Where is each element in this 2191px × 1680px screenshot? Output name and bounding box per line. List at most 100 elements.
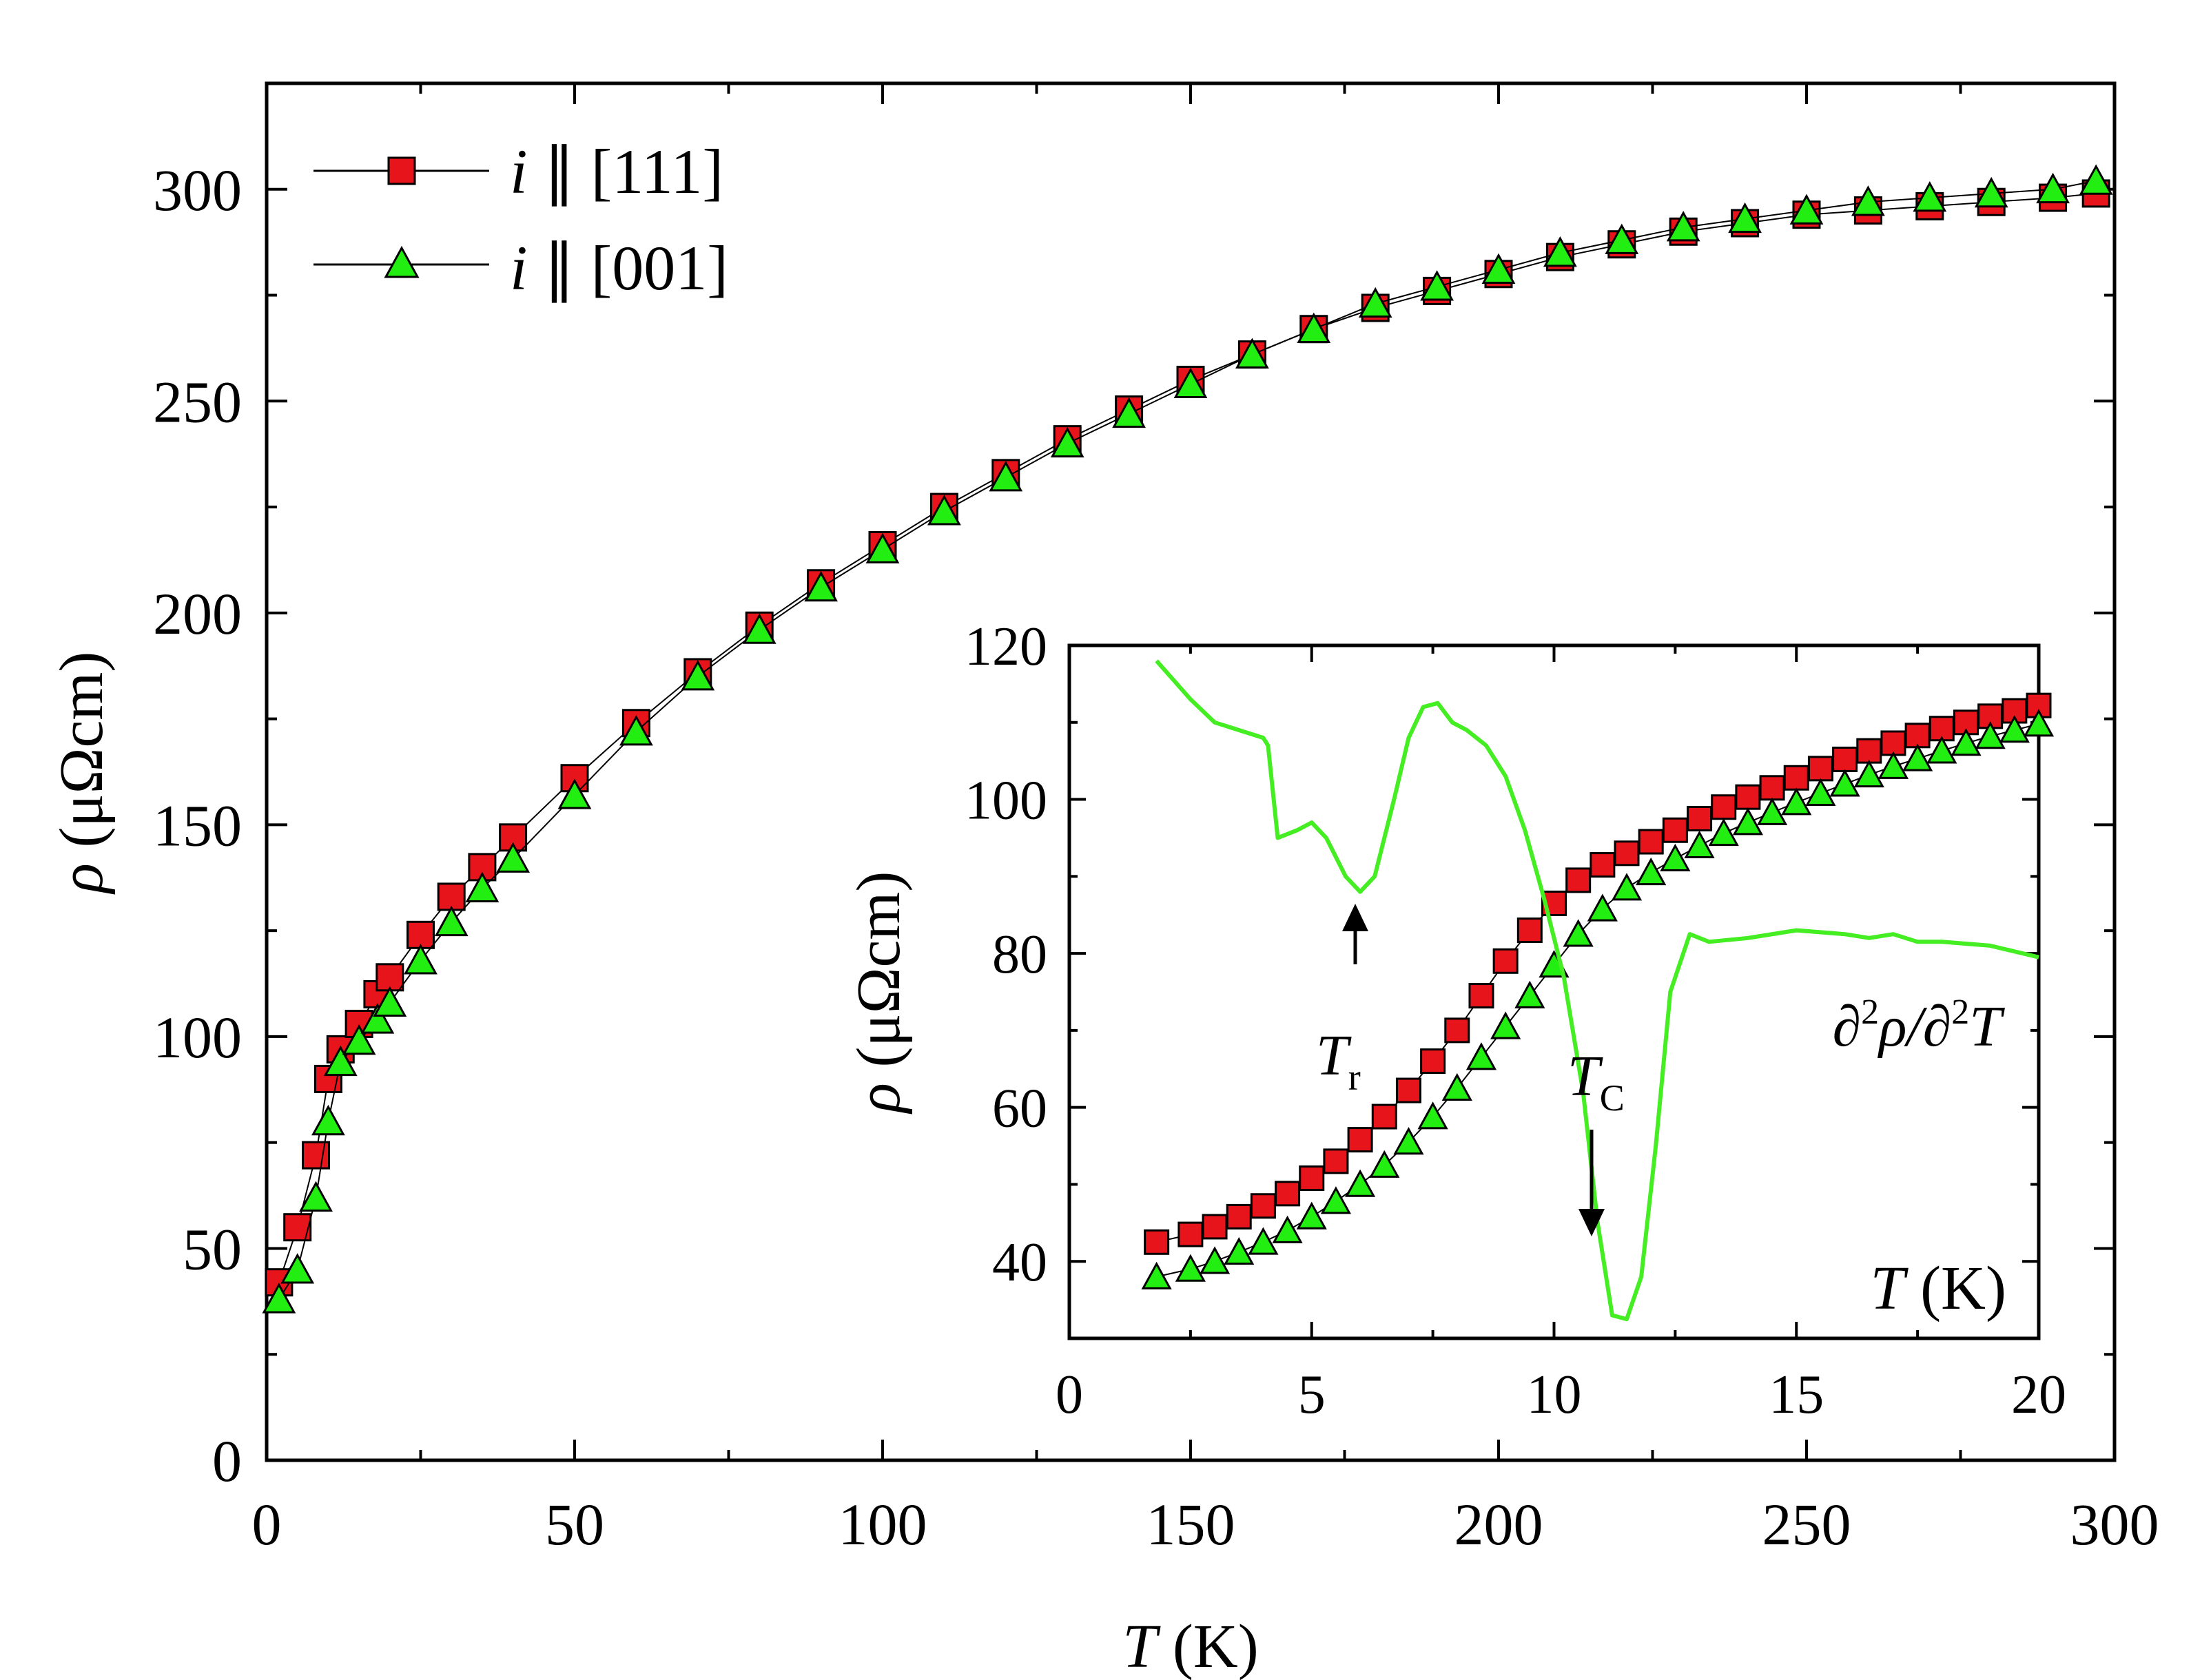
main-y-tick-label: 0: [212, 1428, 242, 1494]
inset-y-tick-label: 80: [992, 924, 1047, 985]
deriv-T: T: [1969, 995, 2005, 1059]
inset-x-axis-unit: (K): [1905, 1254, 2006, 1323]
inset-point-square: [1590, 852, 1616, 878]
main-point-triangle: [262, 1283, 296, 1314]
inset-point-triangle: [1417, 1101, 1448, 1130]
main-point-triangle: [1851, 185, 1885, 216]
inset-point-triangle: [1441, 1072, 1472, 1101]
tr-var: T: [1316, 1024, 1352, 1088]
main-y-tick-label: 150: [153, 792, 242, 858]
inset-point-triangle: [1587, 893, 1618, 922]
legend-var-001: i: [510, 233, 528, 303]
main-point-triangle: [1297, 312, 1331, 344]
inset-point-square: [1371, 1103, 1397, 1130]
main-x-tick-label: 100: [839, 1491, 927, 1557]
inset-point-square: [1759, 775, 1785, 801]
inset-point-triangle: [1732, 807, 1763, 836]
tr-sub: r: [1348, 1057, 1361, 1098]
main-point-triangle: [1543, 236, 1577, 267]
main-y-tick-label: 100: [153, 1004, 242, 1070]
inset-point-triangle: [1175, 1254, 1206, 1282]
inset-point-triangle: [1951, 728, 1982, 756]
inset-point-square: [1687, 806, 1713, 831]
inset-y-tick-label: 40: [992, 1232, 1047, 1293]
inset-point-square: [1275, 1181, 1301, 1207]
inset-axes-ticks: [1068, 644, 2040, 1338]
main-point-square: [437, 882, 466, 911]
inset-point-square: [1347, 1127, 1373, 1153]
inset-x-tick-label: 20: [2011, 1365, 2066, 1425]
inset-y-axis-var: ρ: [845, 1083, 913, 1114]
tc-var: T: [1567, 1044, 1603, 1108]
main-point-triangle: [342, 1024, 376, 1055]
inset-point-square: [1832, 746, 1858, 772]
inset-point-square: [1856, 738, 1882, 764]
main-point-triangle: [360, 1003, 395, 1034]
legend-marker-triangle: [384, 245, 420, 278]
inset-point-triangle: [1141, 1261, 1172, 1289]
inset-point-square: [1226, 1203, 1252, 1230]
inset-point-triangle: [1805, 778, 1836, 806]
inset-point-triangle: [1514, 980, 1545, 1008]
inset-point-square: [1177, 1221, 1204, 1247]
inset-point-square: [1977, 703, 2004, 729]
inset-point-square: [1444, 1017, 1470, 1044]
main-point-triangle: [1358, 287, 1392, 318]
inset-point-square: [1395, 1077, 1421, 1103]
inset-point-triangle: [2023, 709, 2055, 737]
main-x-tick-label: 200: [1454, 1491, 1543, 1557]
inset-point-triangle: [1781, 787, 1812, 816]
inset-y-axis-unit: (μΩcm): [845, 871, 913, 1083]
inset-point-square: [1299, 1165, 1325, 1192]
inset-point-triangle: [1636, 857, 1667, 886]
x-axis-var: T: [1122, 1612, 1161, 1680]
deriv-d1: ∂: [1833, 995, 1862, 1059]
inset-point-square: [1638, 829, 1664, 855]
main-point-triangle: [1173, 367, 1208, 399]
inset-point-triangle: [1975, 721, 2006, 749]
tc-annotation: TC: [1567, 1044, 1625, 1119]
inset-point-square: [1783, 765, 1809, 791]
inset-point-square: [1711, 794, 1737, 820]
main-axes-ticks: [265, 83, 2116, 1462]
inset-point-square: [1492, 948, 1519, 974]
main-point-triangle: [989, 461, 1023, 492]
main-point-triangle: [496, 842, 530, 873]
x-axis-unit: (K): [1157, 1612, 1258, 1680]
legend-var-111: i: [510, 136, 528, 207]
main-point-triangle: [742, 613, 776, 644]
main-point-triangle: [299, 1181, 333, 1212]
inset-x-tick-label: 10: [1527, 1365, 1582, 1425]
tc-arrow-head: [1578, 1209, 1605, 1236]
inset-point-square: [1807, 756, 1833, 782]
inset-point-triangle: [1320, 1186, 1352, 1214]
inset-y-axis-title: ρ (μΩcm): [845, 871, 913, 1115]
main-point-triangle: [1666, 211, 1700, 242]
main-point-triangle: [1112, 397, 1146, 428]
main-point-square: [302, 1141, 331, 1170]
inset-point-triangle: [1345, 1169, 1376, 1197]
inset-point-triangle: [1199, 1246, 1231, 1274]
main-point-triangle: [619, 715, 653, 746]
inset-point-square: [1735, 784, 1761, 810]
inset-point-triangle: [1563, 919, 1594, 947]
inset-point-triangle: [1393, 1127, 1424, 1155]
y-axis-unit: (μΩcm): [48, 652, 116, 864]
legend-label-001: i ∥ [001]: [510, 233, 728, 303]
main-x-tick-label: 250: [1762, 1491, 1851, 1557]
inset-point-square: [1565, 867, 1592, 893]
deriv-slash: /∂: [1904, 995, 1951, 1059]
inset-point-triangle: [1465, 1042, 1497, 1070]
main-point-triangle: [465, 871, 500, 902]
tc-sub: C: [1600, 1077, 1625, 1119]
inset-point-triangle: [1660, 843, 1691, 871]
inset-point-triangle: [1756, 797, 1788, 825]
y-axis-title: ρ (μΩcm): [48, 652, 116, 895]
main-point-triangle: [681, 660, 715, 691]
x-axis-title: T (K): [1122, 1612, 1259, 1680]
inset-point-triangle: [1853, 759, 1884, 788]
main-x-tick-label: 150: [1146, 1491, 1235, 1557]
